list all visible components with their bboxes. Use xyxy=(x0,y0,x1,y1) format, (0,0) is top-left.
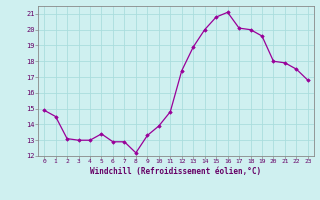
X-axis label: Windchill (Refroidissement éolien,°C): Windchill (Refroidissement éolien,°C) xyxy=(91,167,261,176)
